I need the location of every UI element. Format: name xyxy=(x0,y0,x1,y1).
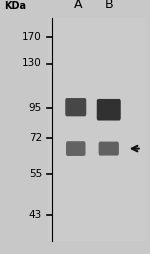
Text: 72: 72 xyxy=(29,133,42,144)
Text: KDa: KDa xyxy=(4,2,26,11)
Text: 170: 170 xyxy=(22,32,42,42)
FancyBboxPatch shape xyxy=(48,18,146,241)
FancyBboxPatch shape xyxy=(97,99,121,121)
Text: 55: 55 xyxy=(29,169,42,179)
FancyBboxPatch shape xyxy=(65,98,86,116)
Text: 95: 95 xyxy=(29,103,42,113)
FancyBboxPatch shape xyxy=(99,142,119,155)
FancyBboxPatch shape xyxy=(66,141,86,156)
Text: 130: 130 xyxy=(22,58,42,69)
Text: B: B xyxy=(105,0,114,11)
Text: A: A xyxy=(74,0,82,11)
Text: 43: 43 xyxy=(29,210,42,220)
